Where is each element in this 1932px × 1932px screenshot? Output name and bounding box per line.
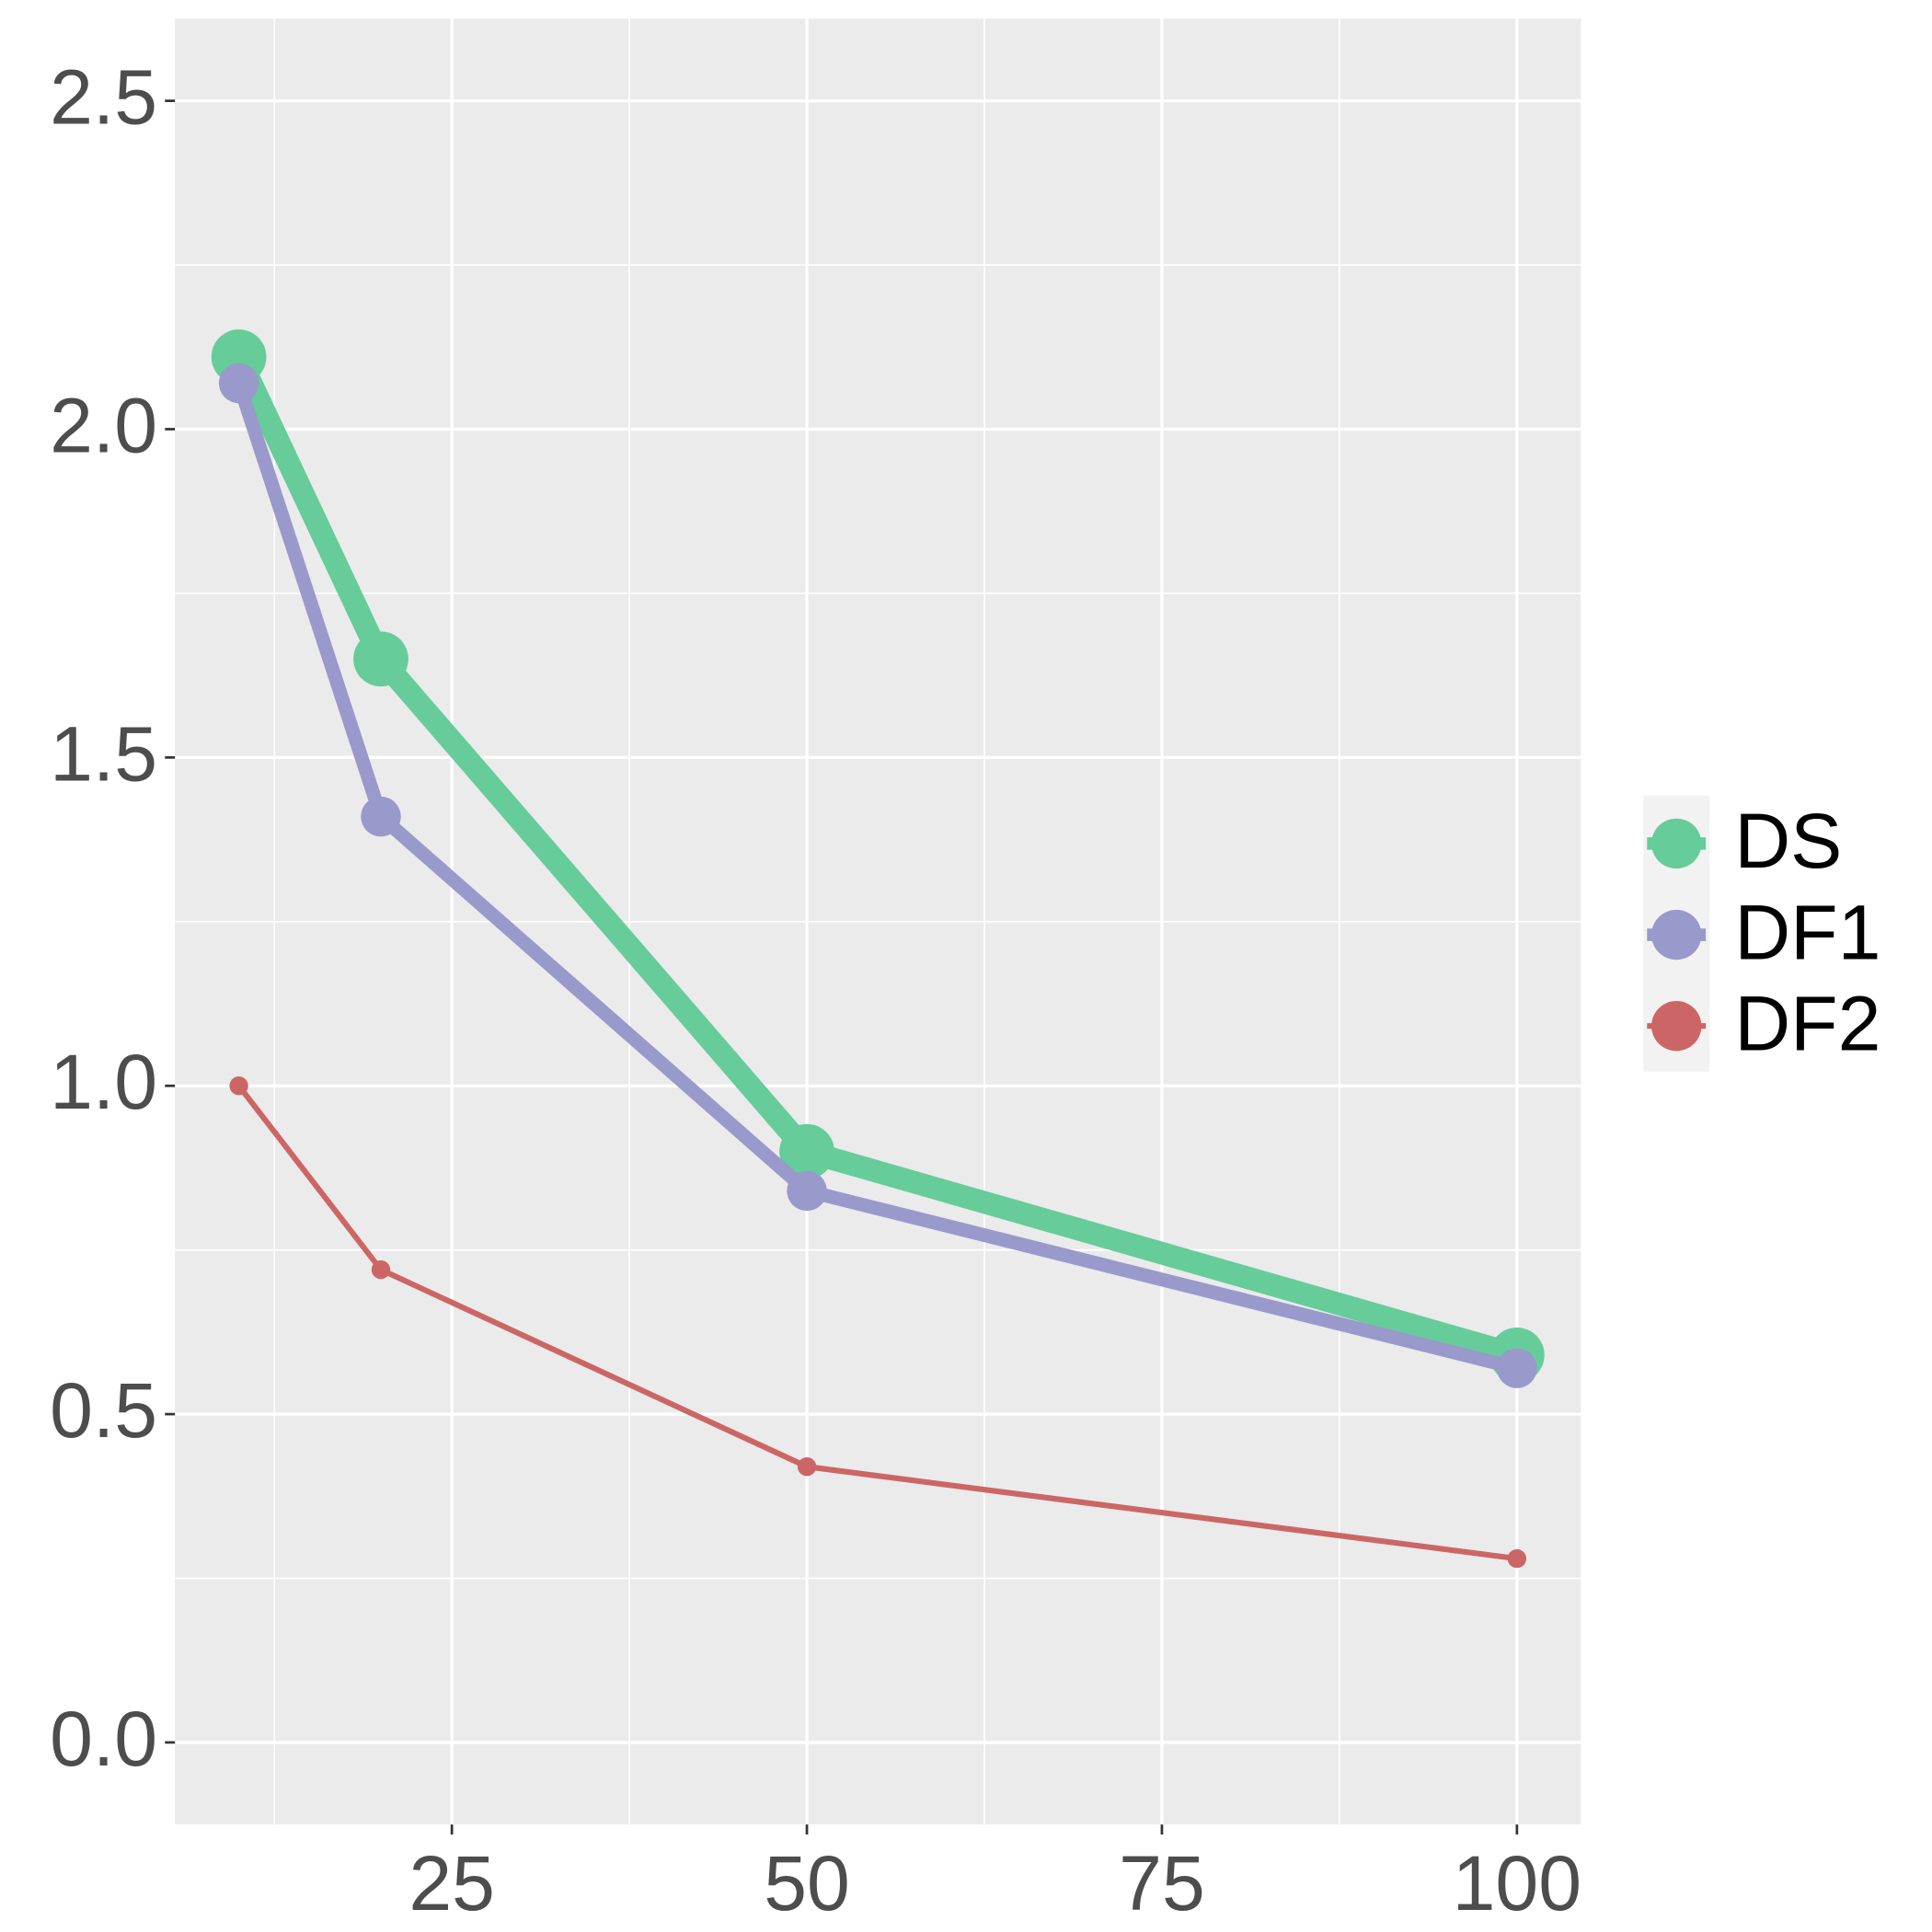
point (1507, 1548, 1527, 1569)
line (236, 1084, 1518, 1562)
point (229, 1076, 248, 1096)
x-tick-label: 75 (1119, 1840, 1205, 1926)
x-tick-label: 25 (408, 1840, 495, 1926)
y-tick-label: 1.5 (50, 710, 157, 797)
axes: 25 50 75 100 0.0 0.5 1.0 1.5 2.0 2.5 (50, 54, 1581, 1927)
y-tick-label: 2.0 (50, 382, 157, 468)
legend-key-point (1651, 818, 1702, 869)
line (232, 381, 1519, 1375)
series (218, 362, 1537, 1388)
y-tick-label: 2.5 (50, 54, 157, 141)
point (787, 1170, 827, 1212)
y-tick-label: 0.5 (50, 1367, 157, 1454)
y-tick-label: 1.0 (50, 1039, 157, 1125)
point (371, 1259, 391, 1280)
x-tick-label: 50 (764, 1840, 850, 1926)
point (797, 1457, 817, 1477)
legend-label: DF2 (1734, 981, 1880, 1067)
legend-label: DF1 (1734, 889, 1880, 975)
series (229, 1076, 1527, 1569)
grid (175, 18, 1581, 1825)
legend-label: DS (1734, 798, 1842, 884)
y-tick-label: 0.0 (50, 1696, 157, 1782)
point (779, 1123, 834, 1179)
x-tick-label: 100 (1453, 1840, 1582, 1926)
legend-key-point (1651, 1001, 1702, 1052)
point (1497, 1348, 1537, 1388)
plot-lines (211, 329, 1545, 1569)
point (361, 796, 401, 837)
point (353, 631, 408, 687)
point (218, 362, 259, 404)
line (228, 351, 1521, 1366)
legend-key-point (1651, 909, 1702, 960)
